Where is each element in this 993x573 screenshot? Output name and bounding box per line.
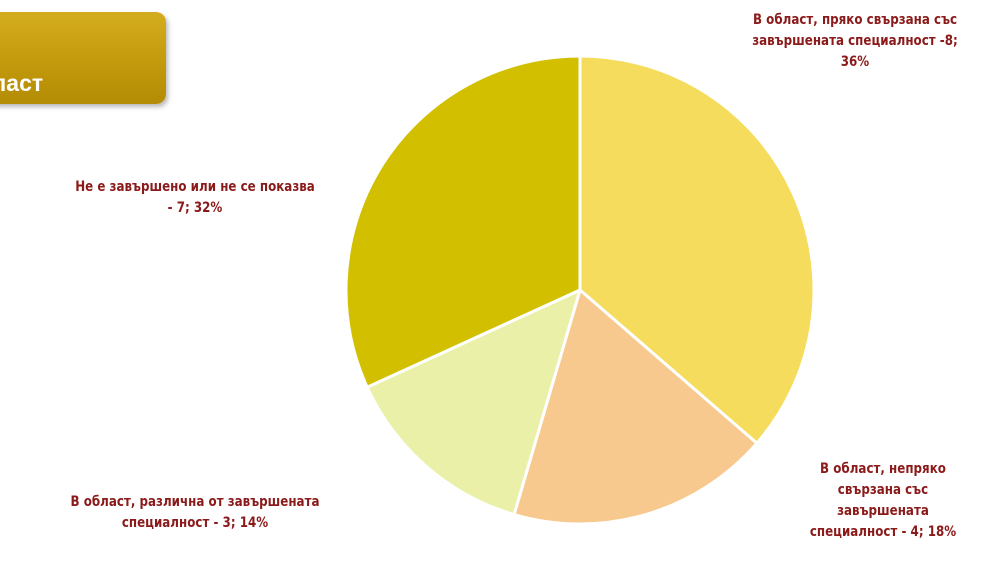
section-badge: област xyxy=(0,12,166,104)
slice-label-direct: В област, пряко свързана със завършената… xyxy=(752,12,958,70)
slice-direct xyxy=(578,54,816,445)
slice-label-indirect: В област, непряко свързана със завършена… xyxy=(809,461,957,540)
badge-title: област xyxy=(0,70,44,96)
slice-label-different: В област, различна от завършената специа… xyxy=(70,494,320,531)
slice-different xyxy=(365,288,582,517)
slice-label-not-completed: Не е завършено или не се показва - 7; 32… xyxy=(75,179,315,216)
slice-not-completed xyxy=(344,54,582,389)
slice-indirect xyxy=(512,288,759,526)
